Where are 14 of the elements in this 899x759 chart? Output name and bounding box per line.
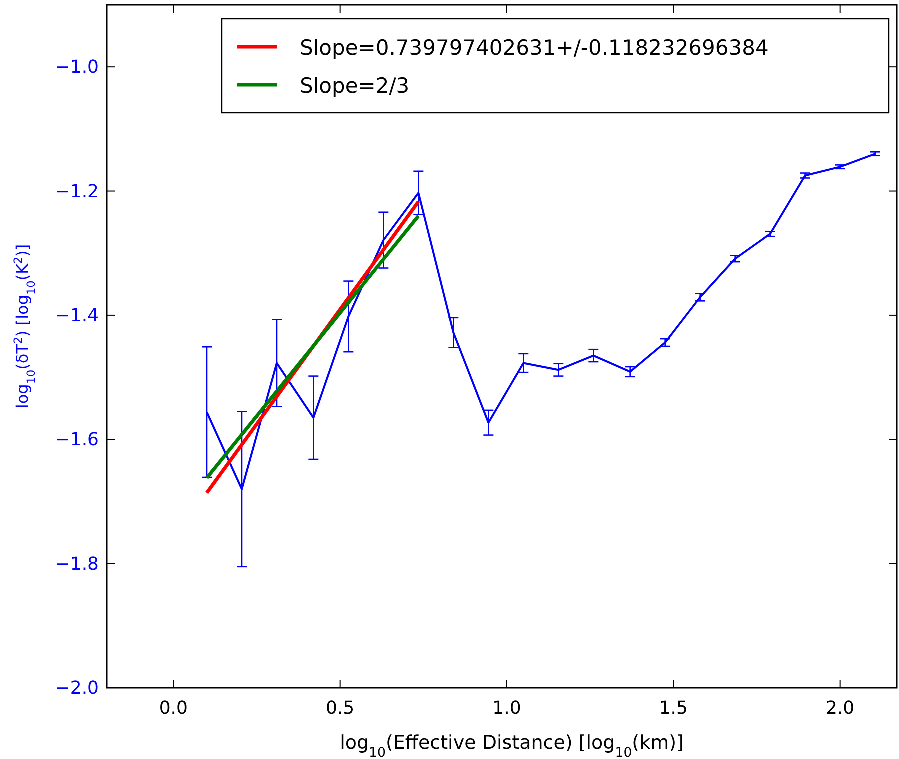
y-tick-label: −1.2 — [55, 181, 99, 202]
x-axis-title: log$_{10}$(Effective Distance) [log$_{10}$(km)] — [340, 732, 684, 759]
x-tick-label: 0.0 — [159, 698, 188, 719]
y-tick-label: −1.4 — [55, 305, 99, 326]
legend-label: Slope=2/3 — [300, 74, 410, 98]
y-tick-label: −2.0 — [55, 678, 99, 699]
x-tick-label: 2.0 — [826, 698, 855, 719]
legend-label: Slope=0.739797402631+/-0.118232696384 — [300, 36, 769, 60]
y-tick-label: −1.0 — [55, 57, 99, 78]
y-tick-label: −1.6 — [55, 430, 99, 451]
x-tick-label: 0.5 — [326, 698, 355, 719]
x-tick-label: 1.5 — [659, 698, 688, 719]
x-tick-label: 1.0 — [492, 698, 522, 719]
y-tick-label: −1.8 — [55, 554, 99, 575]
